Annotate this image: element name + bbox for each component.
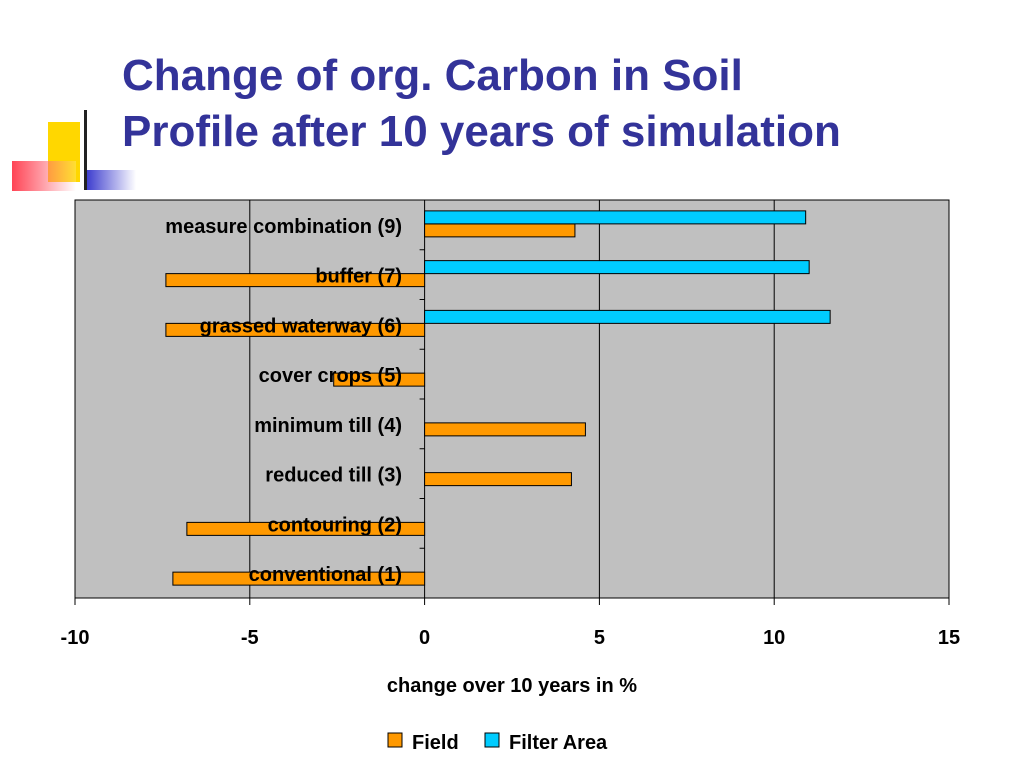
bar-field [424, 223, 576, 238]
category-label: measure combination (9) [165, 216, 402, 238]
plot-area [74, 199, 950, 599]
x-tick-label: -5 [241, 627, 259, 649]
bar-filter-area [424, 309, 831, 324]
category-label: grassed waterway (6) [200, 315, 402, 337]
category-label: contouring (2) [268, 514, 402, 536]
title-line-2: Profile after 10 years of simulation [122, 107, 841, 156]
category-label: cover crops (5) [259, 365, 402, 387]
category-label: conventional (1) [249, 564, 402, 586]
deco-red-square [12, 161, 76, 191]
legend-swatch [484, 732, 500, 748]
category-label: minimum till (4) [254, 415, 402, 437]
x-tick-label: 5 [594, 627, 605, 649]
bar-field [186, 521, 426, 536]
bar-field [424, 472, 572, 487]
bar-filter-area [424, 260, 810, 275]
x-tick-label: -10 [61, 627, 90, 649]
bar-field [165, 322, 426, 337]
x-tick-label: 10 [763, 627, 785, 649]
category-label: buffer (7) [315, 266, 402, 288]
x-axis-label: change over 10 years in % [387, 675, 637, 697]
category-label: reduced till (3) [265, 465, 402, 487]
legend-swatch [387, 732, 403, 748]
bar-field [172, 571, 426, 586]
bar-field [333, 372, 426, 387]
deco-vertical-rule [84, 110, 87, 190]
legend-label: Filter Area [509, 732, 608, 754]
x-tick-label: 0 [419, 627, 430, 649]
bar-filter-area [424, 210, 807, 225]
title-line-1: Change of org. Carbon in Soil [122, 51, 743, 100]
legend-label: Field [412, 732, 459, 754]
x-tick-label: 15 [938, 627, 960, 649]
bar-field [165, 273, 426, 288]
page-title: Change of org. Carbon in Soil Profile af… [122, 48, 841, 160]
bar-field [424, 422, 586, 437]
deco-blue-bar [84, 170, 136, 190]
